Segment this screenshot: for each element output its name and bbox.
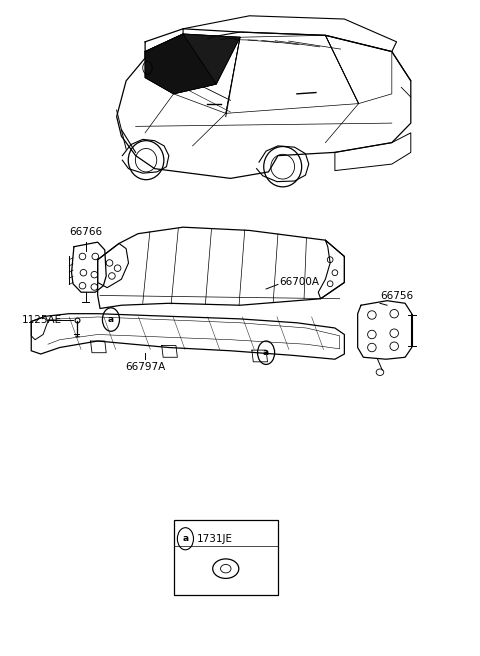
Text: 66700A: 66700A — [279, 277, 319, 287]
Text: a: a — [263, 348, 269, 358]
Polygon shape — [145, 34, 216, 94]
Text: 66756: 66756 — [380, 291, 413, 300]
Text: a: a — [182, 534, 189, 543]
FancyBboxPatch shape — [174, 520, 278, 595]
Text: 66766: 66766 — [69, 227, 102, 237]
Text: a: a — [108, 315, 114, 324]
Polygon shape — [145, 34, 240, 94]
Text: 1731JE: 1731JE — [197, 534, 233, 544]
Text: 1125AE: 1125AE — [22, 314, 62, 325]
Text: 66797A: 66797A — [125, 362, 165, 372]
